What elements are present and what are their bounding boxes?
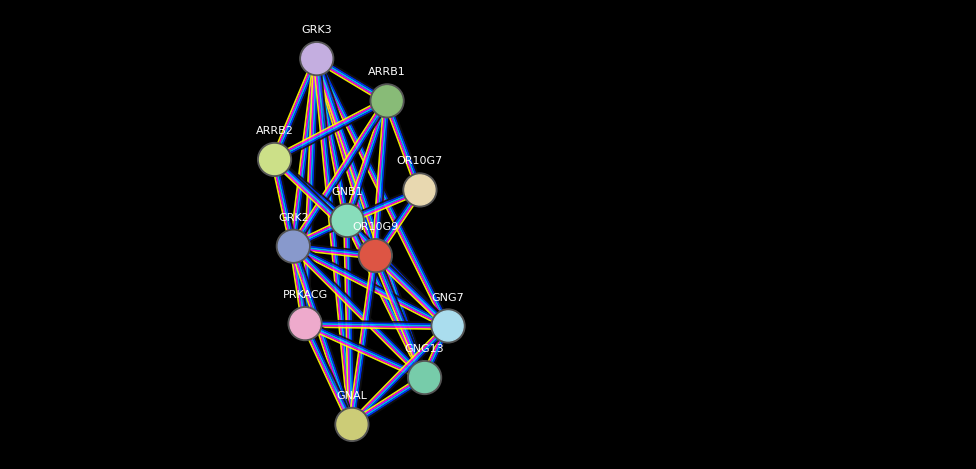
Circle shape — [276, 229, 310, 263]
Text: ARRB1: ARRB1 — [368, 68, 406, 77]
Text: OR10G9: OR10G9 — [352, 222, 398, 232]
Circle shape — [358, 239, 392, 272]
Circle shape — [300, 42, 334, 76]
Text: GNG13: GNG13 — [405, 344, 444, 354]
Circle shape — [258, 143, 292, 176]
Text: GNG7: GNG7 — [431, 293, 465, 303]
Circle shape — [372, 86, 402, 116]
Circle shape — [337, 409, 367, 439]
Text: GNAL: GNAL — [337, 391, 367, 401]
Text: OR10G7: OR10G7 — [397, 157, 443, 166]
Circle shape — [431, 309, 465, 343]
Circle shape — [290, 309, 320, 339]
Circle shape — [370, 84, 404, 118]
Text: GNB1: GNB1 — [332, 187, 363, 197]
Circle shape — [410, 363, 439, 393]
Circle shape — [408, 361, 441, 394]
Text: GRK3: GRK3 — [302, 25, 332, 35]
Circle shape — [360, 241, 390, 271]
Circle shape — [302, 44, 332, 74]
Text: PRKACG: PRKACG — [282, 290, 328, 300]
Text: ARRB2: ARRB2 — [256, 126, 294, 136]
Circle shape — [330, 204, 364, 237]
Circle shape — [332, 205, 362, 235]
Circle shape — [288, 307, 322, 340]
Circle shape — [405, 175, 435, 205]
Circle shape — [433, 311, 463, 341]
Circle shape — [335, 408, 369, 441]
Circle shape — [260, 144, 290, 174]
Text: GRK2: GRK2 — [278, 213, 308, 223]
Circle shape — [278, 231, 308, 261]
Circle shape — [403, 173, 437, 207]
